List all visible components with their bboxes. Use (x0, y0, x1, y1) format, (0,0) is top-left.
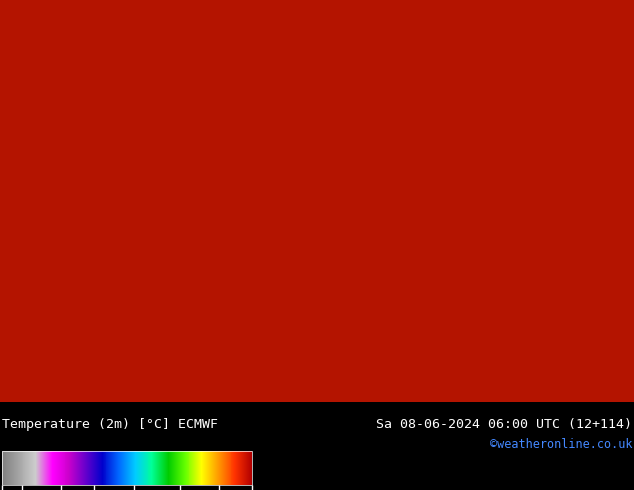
Text: Temperature (2m) [°C] ECMWF: Temperature (2m) [°C] ECMWF (2, 418, 218, 431)
Text: ©weatheronline.co.uk: ©weatheronline.co.uk (489, 438, 632, 451)
Text: Sa 08-06-2024 06:00 UTC (12+114): Sa 08-06-2024 06:00 UTC (12+114) (376, 418, 632, 431)
